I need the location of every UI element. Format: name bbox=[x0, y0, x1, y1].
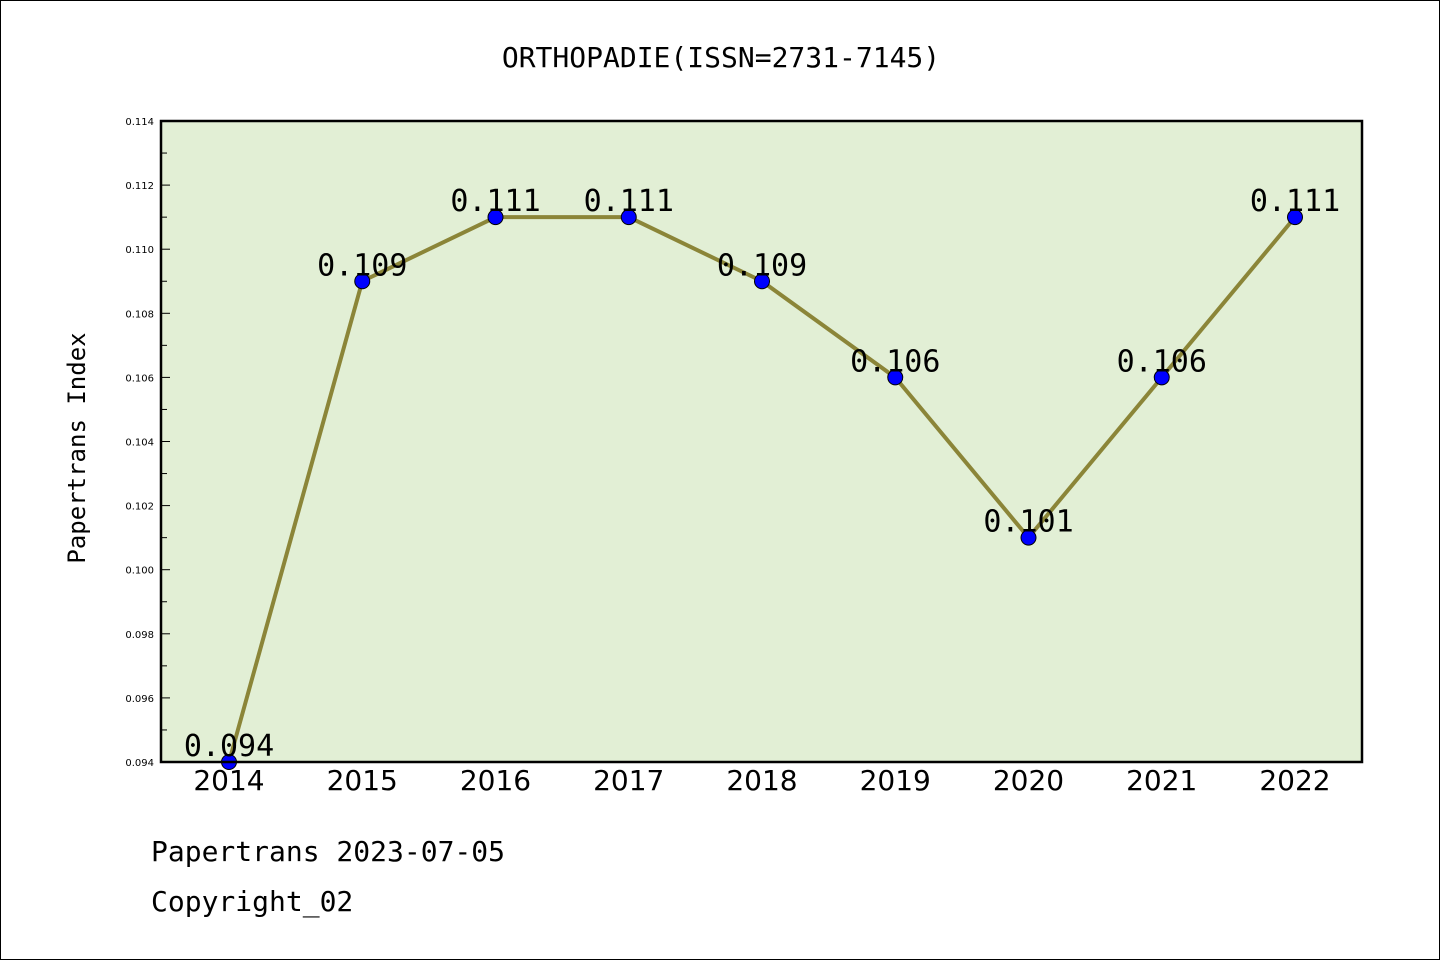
plot-border bbox=[159, 119, 1364, 764]
y-tick-label: 0.096 bbox=[125, 694, 154, 705]
data-point bbox=[487, 209, 504, 226]
data-point bbox=[1020, 529, 1037, 546]
data-label: 0.111 bbox=[1250, 184, 1340, 219]
data-label: 0.106 bbox=[850, 344, 940, 379]
chart-title: ORTHOPADIE(ISSN=2731-7145) bbox=[502, 41, 940, 74]
data-point bbox=[354, 273, 371, 290]
x-axis-ticks: 2014 2015 2016 2017 2018 2019 2020 2021 2022 bbox=[193, 764, 1330, 797]
y-tick-label: 0.098 bbox=[125, 630, 154, 641]
y-axis-label: Papertrans Index bbox=[63, 332, 91, 563]
data-label: 0.111 bbox=[450, 184, 540, 219]
data-label: 0.111 bbox=[584, 184, 674, 219]
x-tick-label: 2018 bbox=[726, 764, 797, 797]
y-tick-label: 0.112 bbox=[125, 181, 154, 192]
data-point bbox=[1287, 209, 1303, 226]
x-tick-label: 2016 bbox=[460, 764, 531, 797]
data-label: 0.094 bbox=[184, 729, 274, 764]
y-tick-label: 0.104 bbox=[125, 438, 154, 449]
x-tick-label: 2019 bbox=[860, 764, 931, 797]
x-tick-label: 2015 bbox=[327, 764, 398, 797]
plot-area bbox=[161, 121, 1362, 762]
footer-date: Papertrans 2023-07-05 bbox=[151, 835, 506, 868]
data-point bbox=[754, 273, 770, 290]
series-layer bbox=[221, 209, 1303, 770]
data-point bbox=[620, 209, 637, 226]
y-tick-label: 0.100 bbox=[125, 566, 154, 577]
y-tick-label: 0.110 bbox=[125, 245, 154, 256]
footer-copyright: Copyright_02 bbox=[151, 885, 354, 918]
y-tick-label: 0.114 bbox=[125, 117, 154, 128]
data-label: 0.109 bbox=[317, 248, 407, 283]
data-point bbox=[1153, 369, 1170, 386]
y-axis-ticks: 0.094 0.096 0.098 0.100 0.102 0.104 0.106 0.108… bbox=[125, 117, 170, 769]
y-tick-label: 0.106 bbox=[125, 373, 154, 384]
x-tick-label: 2020 bbox=[993, 764, 1064, 797]
x-tick-label: 2017 bbox=[593, 764, 664, 797]
x-tick-label: 2014 bbox=[193, 764, 264, 797]
y-tick-label: 0.102 bbox=[125, 502, 154, 513]
data-label: 0.106 bbox=[1117, 344, 1207, 379]
data-labels: 0.094 0.109 0.111 0.111 0.109 0.106 0.101 0.106… bbox=[184, 184, 1340, 764]
y-tick-label: 0.108 bbox=[125, 309, 154, 320]
data-label: 0.101 bbox=[983, 505, 1073, 540]
data-label: 0.109 bbox=[717, 248, 807, 283]
x-tick-label: 2021 bbox=[1126, 764, 1197, 797]
x-tick-label: 2022 bbox=[1259, 764, 1330, 797]
y-tick-label: 0.094 bbox=[125, 758, 154, 769]
data-point bbox=[887, 369, 904, 386]
